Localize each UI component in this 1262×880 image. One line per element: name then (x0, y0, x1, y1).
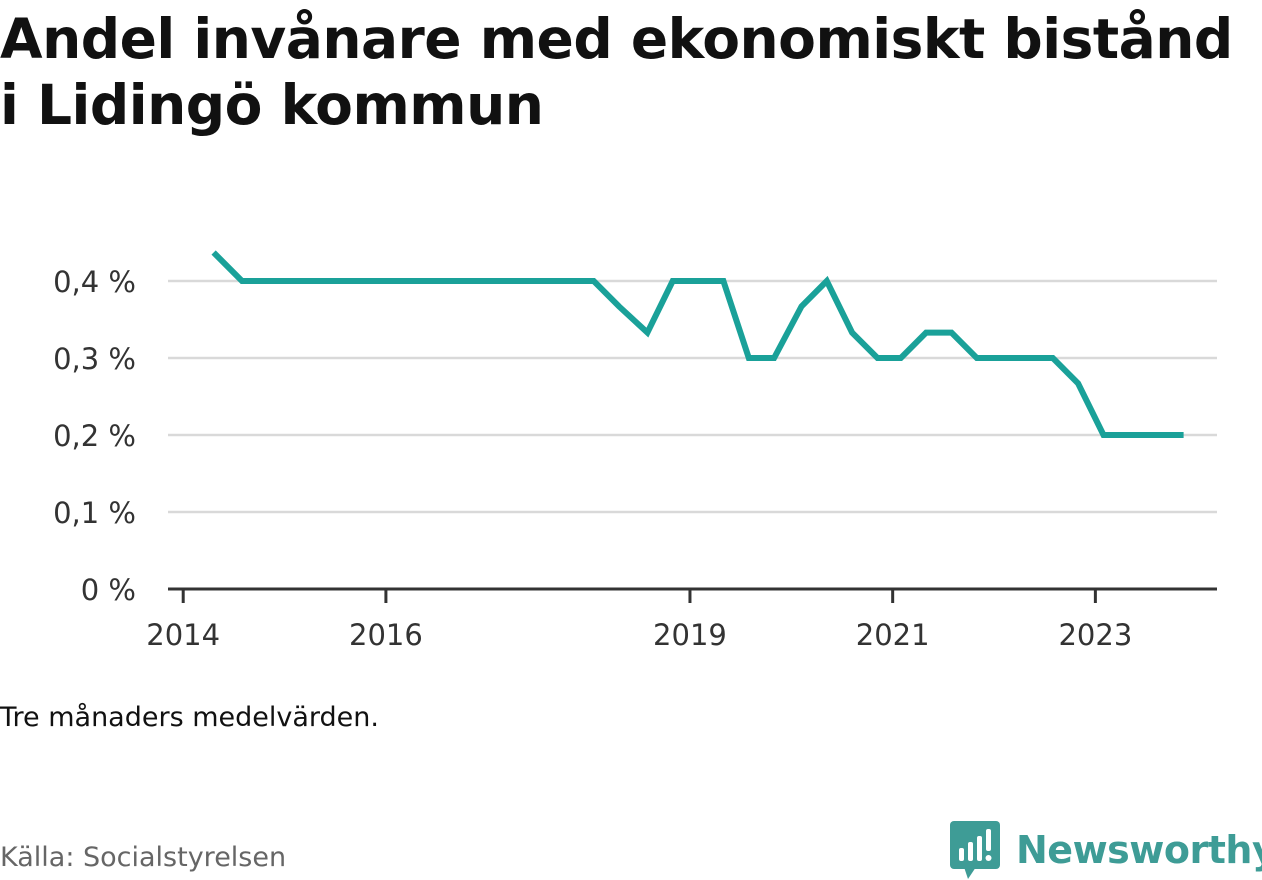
newsworthy-logo-icon (950, 821, 1000, 879)
y-axis-labels: 0 % 0,1 % 0,2 % 0,3 % 0,4 % (53, 265, 136, 607)
x-axis: 2014 2016 2019 2021 2023 (146, 589, 1217, 652)
x-tick-label: 2023 (1058, 618, 1132, 652)
line-chart: 0 % 0,1 % 0,2 % 0,3 % 0,4 % 2014 2016 2019 2021… (0, 0, 1262, 700)
x-tick-label: 2021 (856, 618, 930, 652)
y-tick-label: 0 % (81, 573, 136, 607)
y-tick-label: 0,3 % (53, 342, 136, 376)
y-tick-label: 0,4 % (53, 265, 136, 299)
x-tick-label: 2016 (349, 618, 423, 652)
brand-name: Newsworthy (1016, 828, 1262, 872)
newsworthy-logo[interactable]: Newsworthy (950, 820, 1262, 880)
x-tick-label: 2014 (146, 618, 220, 652)
y-tick-label: 0,2 % (53, 419, 136, 453)
chart-note: Tre månaders medelvärden. (0, 702, 379, 733)
x-tick-label: 2019 (653, 618, 727, 652)
y-tick-label: 0,1 % (53, 496, 136, 530)
source-credit: Källa: Socialstyrelsen (0, 842, 286, 873)
gridlines (168, 281, 1217, 512)
